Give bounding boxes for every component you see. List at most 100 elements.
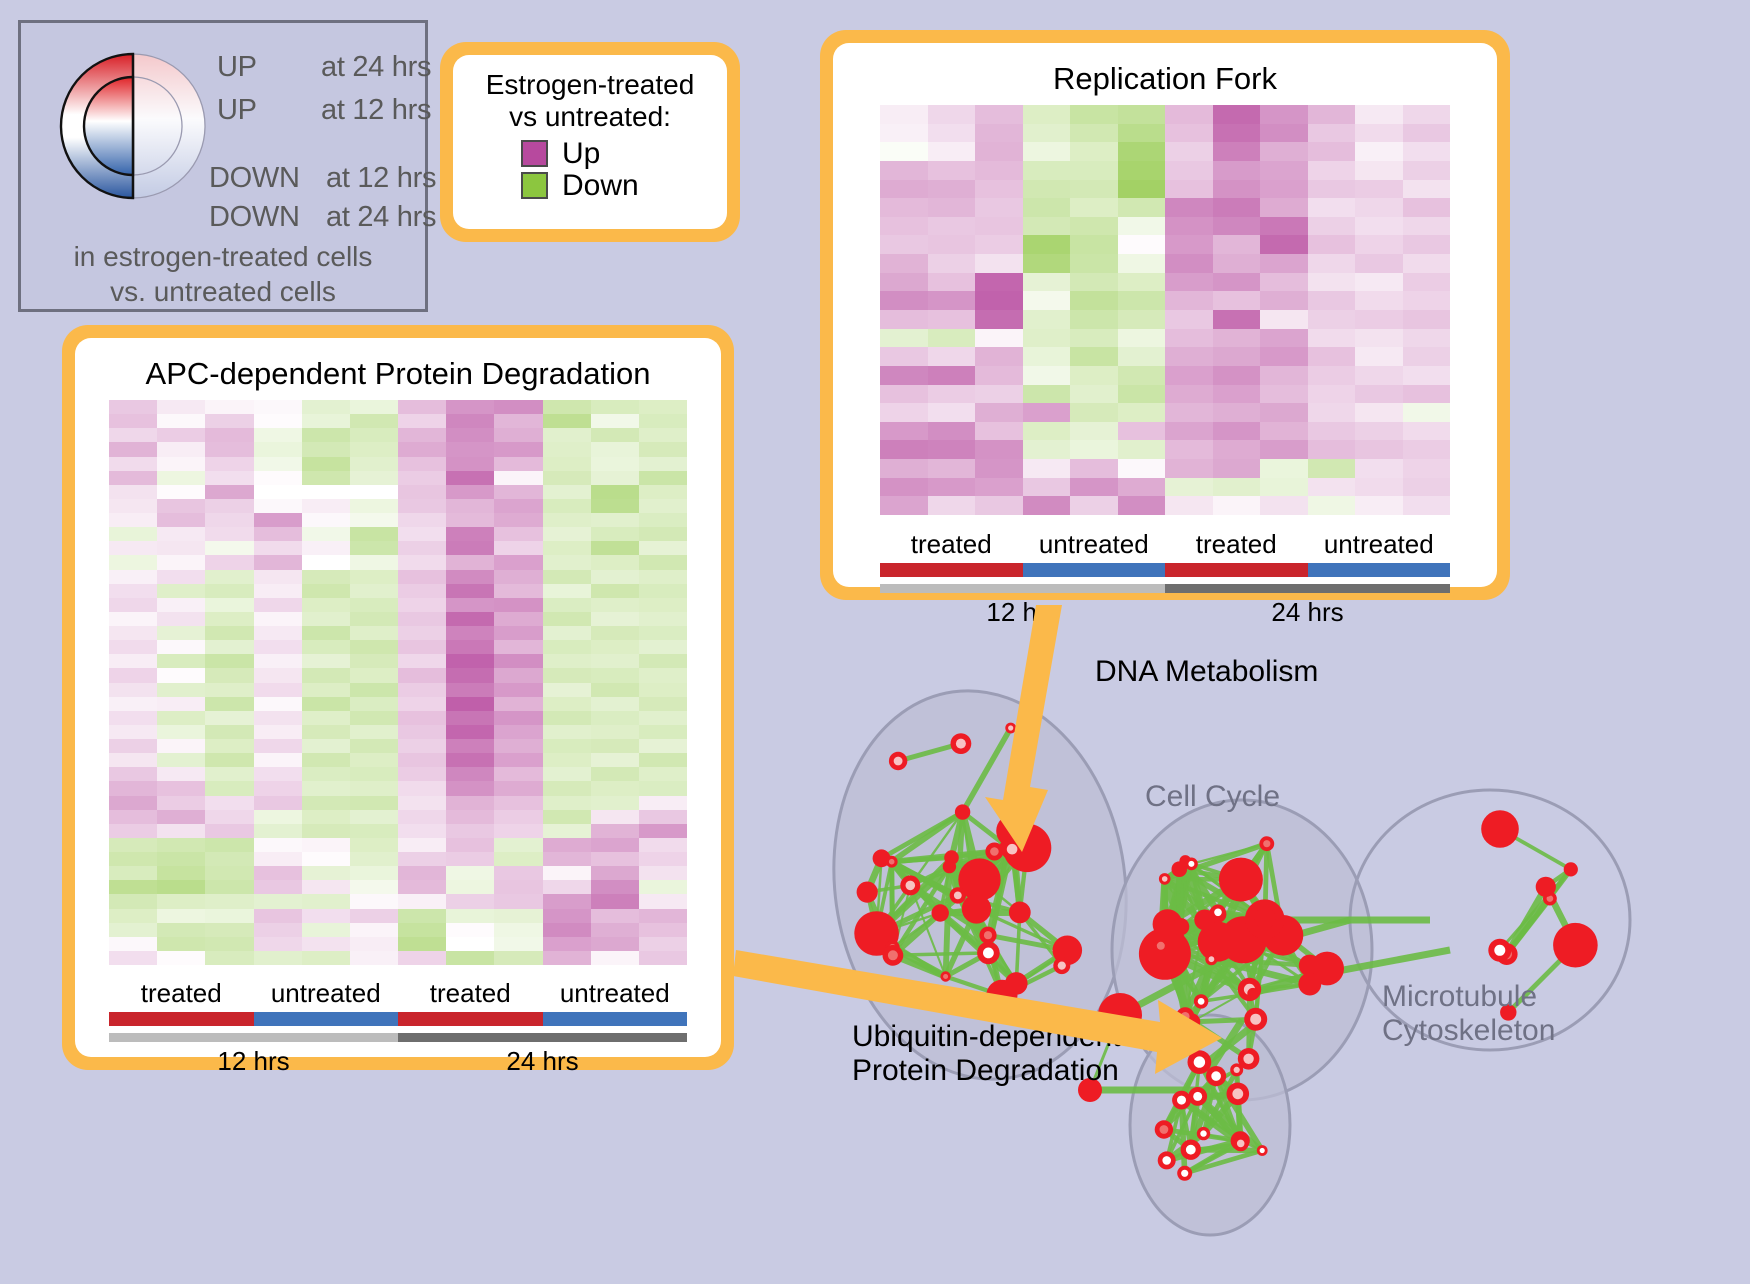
heatmap-cell xyxy=(639,442,687,456)
heatmap-cell xyxy=(928,459,976,478)
heatmap-cell xyxy=(1355,478,1403,497)
heatmap-cell xyxy=(591,626,639,640)
heatmap-cell xyxy=(1355,422,1403,441)
heatmap-cell xyxy=(1403,366,1451,385)
heatmap-cell xyxy=(109,428,157,442)
heatmap-cell xyxy=(446,894,494,908)
heatmap-cell xyxy=(254,457,302,471)
heatmap-cell xyxy=(1023,180,1071,199)
heatmap-cell xyxy=(254,626,302,640)
heatmap-cell xyxy=(880,124,928,143)
heatmap-cell xyxy=(1308,403,1356,422)
heatmap-cell xyxy=(109,584,157,598)
heatmap-cell xyxy=(1118,347,1166,366)
heatmap-cell xyxy=(639,612,687,626)
heatmap-cell xyxy=(1165,329,1213,348)
heatmap-cell xyxy=(398,951,446,965)
heatmap-cell xyxy=(109,668,157,682)
condition-label: treated xyxy=(109,978,254,1009)
heatmap-cell xyxy=(302,697,350,711)
heatmap-cell xyxy=(880,217,928,236)
heatmap-cell xyxy=(975,161,1023,180)
heatmap-cell xyxy=(254,781,302,795)
heatmap-cell xyxy=(157,442,205,456)
heatmap-cell xyxy=(1355,273,1403,292)
heatmap-cell xyxy=(254,414,302,428)
heatmap-cell xyxy=(1403,161,1451,180)
heatmap-cell xyxy=(928,273,976,292)
heatmap-cell xyxy=(975,310,1023,329)
heatmap-cell xyxy=(639,626,687,640)
heatmap-cell xyxy=(1260,366,1308,385)
replication-fork-panel: Replication Fork treated untreated treat… xyxy=(820,30,1510,600)
heatmap-cell xyxy=(639,598,687,612)
timepoint-labels: 12 hrs 24 hrs xyxy=(109,1046,687,1077)
heatmap-cell xyxy=(205,739,253,753)
heatmap-cell xyxy=(302,668,350,682)
heatmap-cell xyxy=(350,838,398,852)
heatmap-cell xyxy=(928,235,976,254)
heatmap-cell xyxy=(543,866,591,880)
heatmap-cell xyxy=(639,866,687,880)
heatmap-cell xyxy=(398,654,446,668)
heatmap-cell xyxy=(1165,310,1213,329)
heatmap-cell xyxy=(302,513,350,527)
network-node xyxy=(1254,908,1275,929)
heatmap-cell xyxy=(1260,403,1308,422)
condition-bar-segment xyxy=(543,1012,688,1026)
heatmap-cell xyxy=(1260,105,1308,124)
network-node xyxy=(1005,972,1028,995)
heatmap-cell xyxy=(639,753,687,767)
heatmap-cell xyxy=(350,937,398,951)
heatmap-cell xyxy=(591,739,639,753)
heatmap-cell xyxy=(1118,198,1166,217)
heatmap-cell xyxy=(1213,310,1261,329)
wheel-time-down-12: at 12 hrs xyxy=(326,162,436,195)
heatmap-cell xyxy=(254,894,302,908)
heatmap-cell xyxy=(1023,422,1071,441)
heatmap-cell xyxy=(398,866,446,880)
heatmap-cell xyxy=(543,880,591,894)
heatmap-cell xyxy=(494,541,542,555)
heatmap-cell xyxy=(350,527,398,541)
heatmap-cell xyxy=(543,781,591,795)
heatmap-cell xyxy=(1165,403,1213,422)
heatmap-cell xyxy=(350,951,398,965)
heatmap-cell xyxy=(109,838,157,852)
heatmap-cell xyxy=(591,527,639,541)
heatmap-cell xyxy=(446,781,494,795)
heatmap-cell xyxy=(109,442,157,456)
heatmap-cell xyxy=(928,254,976,273)
heatmap-cell xyxy=(975,180,1023,199)
heatmap-cell xyxy=(254,584,302,598)
heatmap-cell xyxy=(880,291,928,310)
network-node-core xyxy=(983,948,994,959)
heatmap-cell xyxy=(302,937,350,951)
heatmap-cell xyxy=(254,880,302,894)
heatmap-cell xyxy=(1403,478,1451,497)
heatmap-cell xyxy=(1403,198,1451,217)
timepoint-bar-segment xyxy=(109,1033,398,1042)
heatmap-cell xyxy=(398,781,446,795)
heatmap-cell xyxy=(928,217,976,236)
heatmap-cell xyxy=(109,810,157,824)
heatmap-cell xyxy=(494,457,542,471)
heatmap-cell xyxy=(639,400,687,414)
condition-bar-segment xyxy=(1023,563,1166,577)
heatmap-cell xyxy=(446,654,494,668)
heatmap-cell xyxy=(1023,217,1071,236)
heatmap-cell xyxy=(591,781,639,795)
heatmap-cell xyxy=(205,880,253,894)
heatmap-cell xyxy=(1213,217,1261,236)
heatmap-cell xyxy=(543,499,591,513)
heatmap-cell xyxy=(398,499,446,513)
heatmap-cell xyxy=(109,753,157,767)
heatmap-cell xyxy=(109,471,157,485)
heatmap-cell xyxy=(1355,124,1403,143)
condition-bar-segment xyxy=(880,563,1023,577)
heatmap-cell xyxy=(494,739,542,753)
heatmap-cell xyxy=(1260,291,1308,310)
heatmap-cell xyxy=(494,753,542,767)
heatmap-cell xyxy=(157,485,205,499)
heatmap-cell xyxy=(1260,478,1308,497)
